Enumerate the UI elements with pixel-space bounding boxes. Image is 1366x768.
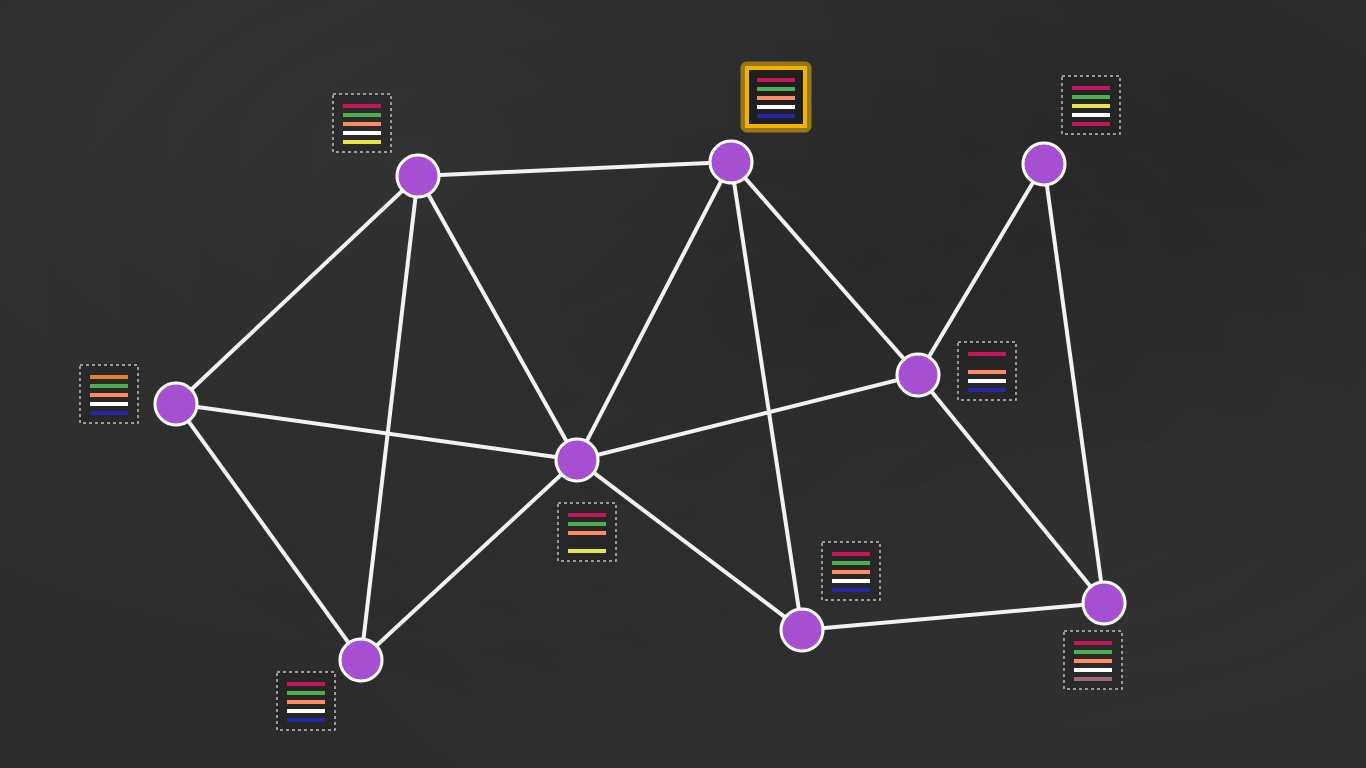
ledger-entry [1074,659,1112,663]
ledger-entry [1074,650,1112,654]
ledger-entry [1072,104,1110,108]
ledger-n9 [1063,630,1123,690]
edge-n5-n7 [359,458,579,662]
ledger-entry [968,370,1006,374]
ledger-entry [343,131,381,135]
ledger-entry [1074,641,1112,645]
edge-n1-n5 [416,174,579,462]
edge-n9-n10 [800,601,1106,632]
ledger-n4 [79,364,139,424]
edge-n4-n5 [174,402,579,462]
ledger-entry [90,384,128,388]
edge-n1-n4 [174,174,420,406]
ledger-entry [832,561,870,565]
ledger-entry [1072,122,1110,126]
ledger-n6 [957,341,1017,401]
ledger-entry [1074,677,1112,681]
ledger-n8 [276,671,336,731]
edge-n2-n6 [729,160,920,377]
ledger-entry [1072,95,1110,99]
ledger-entry [568,522,606,526]
ledger-entry [568,549,606,553]
ledger-entry [832,588,870,592]
network-node-n3 [1021,141,1067,187]
network-node-n6 [895,352,941,398]
ledger-entry [90,402,128,406]
ledger-n1 [332,93,392,153]
ledger-entry [757,114,795,118]
network-node-n10 [1081,580,1127,626]
ledger-entry [287,700,325,704]
nodes-layer [153,139,1127,683]
ledger-entry [1072,86,1110,90]
ledger-entry [757,78,795,82]
edge-n5-n6 [575,373,920,462]
ledger-entry [90,393,128,397]
network-node-n1 [395,153,441,199]
ledger-entry [757,96,795,100]
ledger-entry [287,682,325,686]
ledger-entry [343,122,381,126]
edge-n1-n2 [416,160,733,178]
edge-n5-n9 [575,458,804,632]
ledger-entry [287,709,325,713]
ledger-entry [1074,668,1112,672]
edge-n2-n9 [729,160,804,632]
ledger-entry [287,718,325,722]
network-node-n4 [153,381,199,427]
network-node-n7 [338,637,384,683]
ledger-entry [90,375,128,379]
ledger-highlight-glow [740,61,812,133]
ledger-n2 [740,61,812,133]
ledger-entry [343,140,381,144]
network-node-n9 [779,607,825,653]
ledger-entry [968,379,1006,383]
ledger-entry [757,87,795,91]
edge-n2-n5 [575,160,733,462]
edge-n3-n10 [1042,162,1106,605]
ledger-entry [287,691,325,695]
ledger-entry [757,105,795,109]
ledger-n7 [821,541,881,601]
edge-n4-n7 [174,402,363,662]
ledger-n5 [557,502,617,562]
ledger-entry [90,411,128,415]
edge-n1-n7 [359,174,420,662]
ledgers-layer [79,61,1123,731]
ledger-entry [968,352,1006,356]
edge-n3-n6 [916,162,1046,377]
ledger-entry [832,579,870,583]
ledger-entry [568,531,606,535]
ledger-entry [968,388,1006,392]
ledger-entry [343,104,381,108]
edges-layer [174,160,1106,662]
ledger-entry [1072,113,1110,117]
network-node-n5 [554,437,600,483]
ledger-entry [832,570,870,574]
network-node-n2 [708,139,754,185]
ledger-entry [343,113,381,117]
ledger-entry [832,552,870,556]
ledger-n3 [1061,75,1121,135]
ledger-entry [568,513,606,517]
edge-n6-n10 [916,373,1106,605]
